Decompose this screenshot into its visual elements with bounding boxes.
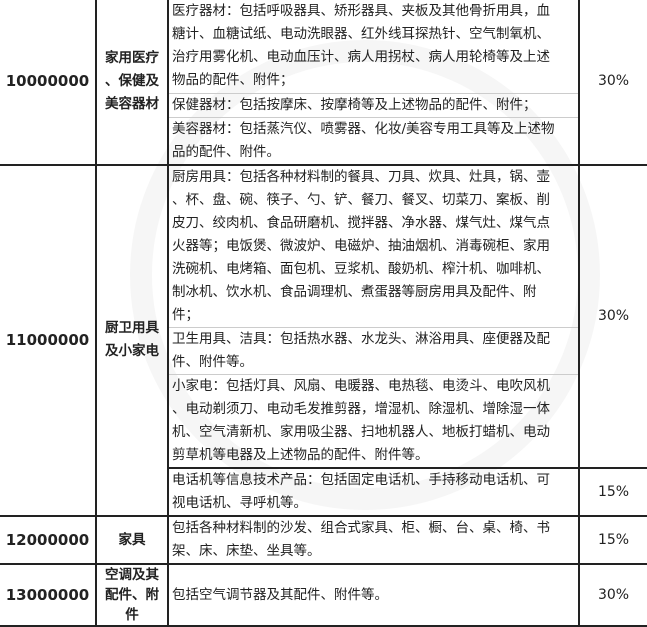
desc-line: 糖计、血糖试纸、电动洗眼器、红外线耳探热针、空气制氧机、: [172, 26, 550, 43]
description-block: 医疗器材：包括呼吸器具、矫形器具、夹板及其他骨折用具，血 糖计、血糖试纸、电动洗…: [168, 0, 580, 93]
description-block: 厨房用具：包括各种材料制的餐具、刀具、炊具、灶具，锅、壶 、杯、盘、碗、筷子、勺…: [168, 163, 580, 328]
description-block: 卫生用具、洁具：包括热水器、水龙头、淋浴用具、座便器及配 件、附件等。: [168, 327, 580, 375]
desc-line: 火器等；电饭煲、微波炉、电磁炉、抽油烟机、消毒碗柜、家用: [172, 237, 550, 254]
description-block: 美容器材：包括蒸汽仪、喷雾器、化妆/美容专用工具等及上述物 品的配件、附件。: [168, 116, 580, 165]
desc-line: 品的配件、附件。: [172, 143, 280, 160]
name-line: 厨卫用具: [105, 320, 159, 337]
tax-rate: 15%: [579, 515, 647, 564]
name-line: 件: [125, 607, 139, 623]
desc-line: 、杯、盘、碗、筷子、勺、铲、餐刀、餐叉、切菜刀、案板、削: [172, 191, 550, 208]
tax-rate: 30%: [579, 563, 647, 627]
desc-line: 电话机等信息技术产品：包括固定电话机、手持移动电话机、可: [172, 472, 550, 488]
category-code: 11000000: [0, 163, 97, 516]
table-row: 12000000 家具 包括各种材料制的沙发、组合式家具、柜、橱、台、桌、椅、书…: [0, 515, 647, 564]
category-code: 12000000: [0, 515, 97, 564]
desc-line: 制冰机、饮水机、食品调理机、煮蛋器等厨房用具及配件、附: [172, 283, 537, 300]
category-name: 空调及其 配件、附 件: [96, 563, 169, 627]
name-line: 、保健及: [105, 73, 159, 90]
table-subrow: 电话机等信息技术产品：包括固定电话机、手持移动电话机、可 视电话机、寻呼机等。 …: [0, 467, 647, 516]
table-row: 10000000 家用医疗 、保健及 美容器材 医疗器材：包括呼吸器具、矫形器具…: [0, 0, 647, 165]
table-subrow: 卫生用具、洁具：包括热水器、水龙头、淋浴用具、座便器及配 件、附件等。: [0, 327, 647, 375]
category-name: 家具: [96, 515, 169, 564]
desc-line: 机、空气清新机、家用吸尘器、扫地机器人、地板打蜡机、电动: [172, 424, 550, 440]
desc-line: 保健器材：包括按摩床、按摩椅等及上述物品的配件、附件；: [172, 96, 537, 113]
desc-line: 厨房用具：包括各种材料制的餐具、刀具、炊具、灶具，锅、壶: [172, 168, 550, 185]
desc-line: 架、床、床垫、坐具等。: [172, 543, 321, 559]
desc-line: 洗碗机、电烤箱、面包机、豆浆机、酸奶机、榨汁机、咖啡机、: [172, 260, 550, 277]
name-line: 美容器材: [105, 96, 159, 113]
desc-line: 包括各种材料制的沙发、组合式家具、柜、橱、台、桌、椅、书: [172, 520, 550, 536]
name-line: 家用医疗: [105, 50, 159, 67]
name-line: 家具: [118, 531, 146, 548]
desc-line: 医疗器材：包括呼吸器具、矫形器具、夹板及其他骨折用具，血: [172, 3, 550, 20]
name-line: 空调及其: [105, 567, 159, 583]
desc-line: 小家电：包括灯具、风扇、电暖器、电热毯、电烫斗、电吹风机: [172, 378, 550, 394]
desc-line: 包括空气调节器及其配件、附件等。: [172, 586, 388, 603]
tax-rate: 30%: [579, 163, 647, 468]
description-block: 包括空气调节器及其配件、附件等。: [168, 563, 580, 627]
table-row: 11000000 厨卫用具 及小家电 厨房用具：包括各种材料制的餐具、刀具、炊具…: [0, 163, 647, 516]
desc-line: 美容器材：包括蒸汽仪、喷雾器、化妆/美容专用工具等及上述物: [172, 120, 555, 137]
desc-line: 剪草机等电器及上述物品的配件、附件等。: [172, 447, 429, 463]
desc-line: 、电动剃须刀、电动毛发推剪器，增湿机、除湿机、增除湿一体: [172, 401, 550, 417]
category-name: 厨卫用具 及小家电: [96, 163, 169, 516]
table-subrow: 美容器材：包括蒸汽仪、喷雾器、化妆/美容专用工具等及上述物 品的配件、附件。: [0, 116, 647, 165]
description-block: 保健器材：包括按摩床、按摩椅等及上述物品的配件、附件；: [168, 92, 580, 117]
desc-line: 视电话机、寻呼机等。: [172, 495, 307, 511]
desc-line: 皮刀、绞肉机、食品研磨机、搅拌器、净水器、煤气灶、煤气点: [172, 214, 550, 231]
category-code: 10000000: [0, 0, 97, 165]
table-row: 13000000 空调及其 配件、附 件 包括空气调节器及其配件、附件等。 30…: [0, 563, 647, 627]
desc-line: 件、附件等。: [172, 354, 253, 370]
desc-line: 治疗用雾化机、电动血压计、病人用拐杖、病人用轮椅等及上述: [172, 49, 550, 66]
description-block: 包括各种材料制的沙发、组合式家具、柜、橱、台、桌、椅、书 架、床、床垫、坐具等。: [168, 515, 580, 564]
tax-rate: 15%: [579, 467, 647, 516]
table-subrow: 保健器材：包括按摩床、按摩椅等及上述物品的配件、附件；: [0, 92, 647, 117]
description-block: 小家电：包括灯具、风扇、电暖器、电热毯、电烫斗、电吹风机 、电动剃须刀、电动毛发…: [168, 374, 580, 468]
description-block: 电话机等信息技术产品：包括固定电话机、手持移动电话机、可 视电话机、寻呼机等。: [168, 467, 580, 516]
tax-rate: 30%: [579, 0, 647, 165]
name-line: 及小家电: [105, 343, 159, 360]
desc-line: 件；: [172, 306, 199, 323]
category-name: 家用医疗 、保健及 美容器材: [96, 0, 169, 165]
desc-line: 物品的配件、附件；: [172, 72, 294, 89]
table-subrow: 小家电：包括灯具、风扇、电暖器、电热毯、电烫斗、电吹风机 、电动剃须刀、电动毛发…: [0, 374, 647, 468]
name-line: 配件、附: [105, 587, 159, 603]
category-code: 13000000: [0, 563, 97, 627]
desc-line: 卫生用具、洁具：包括热水器、水龙头、淋浴用具、座便器及配: [172, 331, 550, 347]
